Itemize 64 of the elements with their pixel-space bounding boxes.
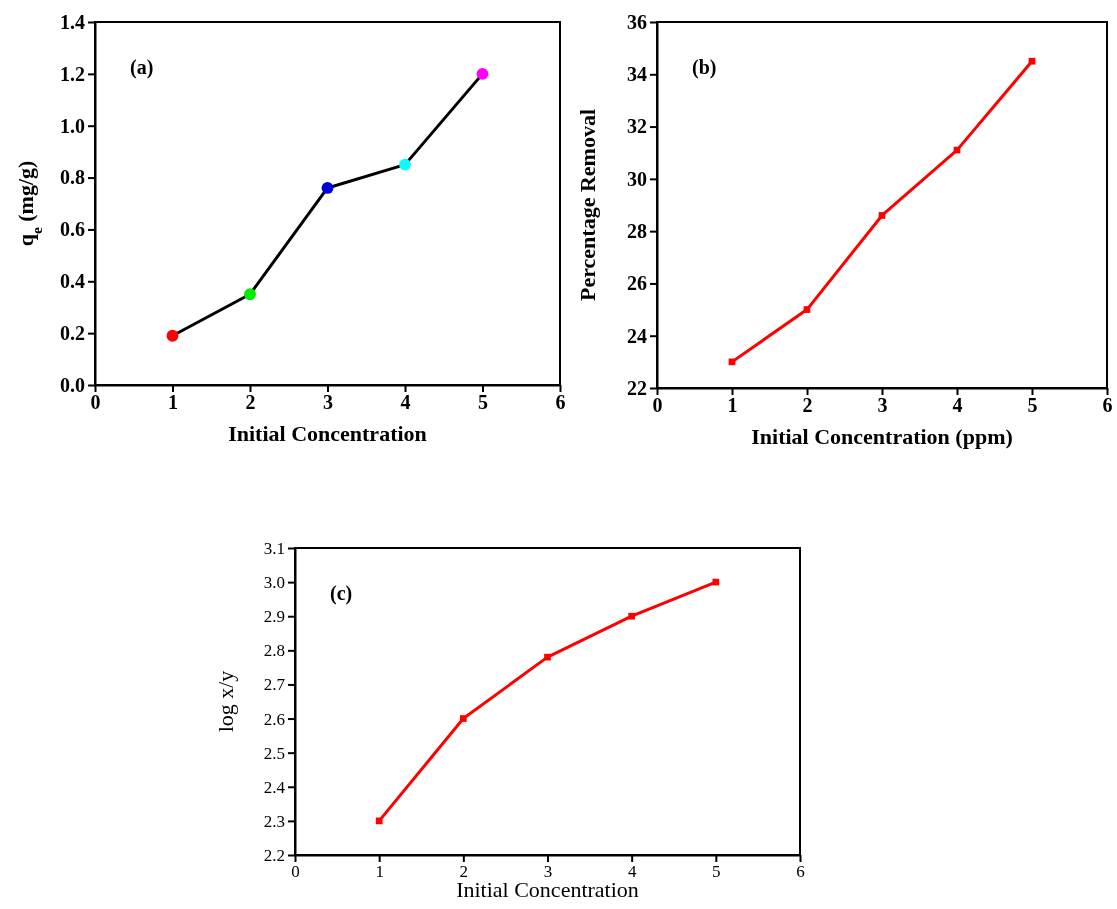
- point: [244, 288, 256, 301]
- y-tick-label: 2.3: [263, 811, 285, 831]
- annotation: (c): [330, 582, 353, 605]
- point: [803, 306, 811, 313]
- x-tick-label: 0: [652, 394, 663, 417]
- y-tick-label: 30: [627, 167, 647, 190]
- annotation: (a): [130, 56, 154, 79]
- y-axis-title: Percentage Removal: [575, 108, 600, 302]
- y-tick-label: 32: [627, 115, 647, 138]
- y-tick-label: 2.8: [263, 641, 285, 661]
- x-tick-label: 2: [802, 394, 813, 417]
- y-tick-label: 0.2: [60, 322, 85, 345]
- x-tick-label: 5: [712, 862, 721, 882]
- y-tick-label: 0.4: [60, 270, 85, 293]
- point: [399, 158, 411, 171]
- y-tick-label: 2.7: [263, 675, 286, 695]
- x-tick-label: 6: [796, 862, 805, 882]
- y-tick-label: 1.2: [60, 62, 85, 85]
- y-tick-label: 2.6: [263, 709, 285, 729]
- annotation: (b): [692, 56, 717, 79]
- y-tick-label: 26: [627, 272, 647, 295]
- point: [166, 329, 179, 342]
- point: [628, 612, 636, 620]
- point: [878, 212, 886, 219]
- y-tick-label: 0.8: [60, 166, 85, 189]
- x-tick-label: 1: [727, 394, 738, 417]
- y-tick-label: 2.4: [263, 777, 286, 797]
- x-tick-label: 3: [877, 394, 888, 417]
- y-tick-label: 1.0: [60, 114, 85, 137]
- y-tick-label: 3.1: [263, 538, 285, 558]
- point: [476, 67, 489, 80]
- point: [321, 182, 334, 194]
- y-tick-label: 0.6: [60, 218, 85, 241]
- x-tick-label: 0: [90, 391, 101, 414]
- point: [375, 817, 383, 825]
- point: [712, 578, 720, 586]
- y-tick-label: 2.5: [263, 743, 285, 763]
- y-tick-label: 1.4: [60, 10, 85, 33]
- y-tick-label: 2.2: [263, 845, 285, 865]
- y-axis-title: log x/y: [213, 670, 238, 733]
- x-axis-title: Initial Concentration (ppm): [751, 424, 1013, 449]
- x-tick-label: 6: [1102, 394, 1113, 417]
- x-tick-label: 3: [323, 391, 333, 414]
- point: [544, 653, 551, 661]
- point: [1028, 57, 1036, 65]
- x-tick-label: 4: [952, 394, 963, 417]
- x-tick-label: 4: [400, 391, 411, 414]
- x-tick-label: 1: [168, 391, 178, 414]
- y-tick-label: 22: [627, 376, 647, 399]
- y-tick-label: 0.0: [60, 373, 85, 396]
- y-tick-label: 2.9: [263, 607, 285, 627]
- y-tick-label: 3.0: [263, 573, 285, 593]
- y-tick-label: 28: [627, 220, 647, 243]
- x-tick-label: 6: [555, 391, 566, 414]
- x-tick-label: 2: [245, 391, 256, 414]
- point: [459, 715, 467, 722]
- y-tick-label: 34: [627, 63, 647, 86]
- x-tick-label: 1: [375, 862, 384, 882]
- x-tick-label: 0: [291, 862, 300, 882]
- x-axis-title: Initial Concentration: [228, 421, 427, 446]
- y-tick-label: 36: [627, 10, 647, 33]
- x-tick-label: 5: [478, 391, 488, 414]
- y-tick-label: 24: [627, 324, 647, 347]
- x-tick-label: 5: [1027, 394, 1038, 417]
